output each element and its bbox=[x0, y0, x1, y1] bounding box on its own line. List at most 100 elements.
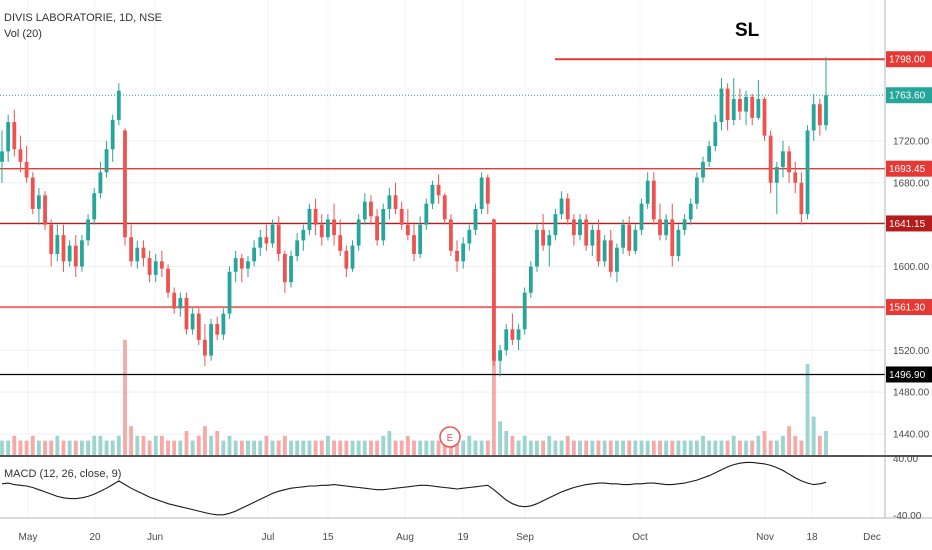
volume-bar bbox=[559, 440, 564, 455]
x-tick-label: Aug bbox=[396, 532, 414, 543]
candle-body bbox=[369, 201, 373, 217]
level-label-bg bbox=[886, 366, 932, 383]
candle-body bbox=[61, 235, 66, 262]
volume-bar bbox=[621, 440, 625, 455]
candle-body bbox=[276, 224, 281, 254]
macd-label: MACD (12, 26, close, 9) bbox=[4, 468, 121, 480]
volume-bar bbox=[92, 435, 97, 455]
macd-line bbox=[1, 461, 827, 516]
macd-pane bbox=[1, 461, 827, 516]
volume-bar bbox=[676, 440, 681, 455]
candle-body bbox=[633, 229, 638, 251]
volume-bar bbox=[442, 440, 447, 455]
volume-bar bbox=[239, 440, 244, 455]
candle-body bbox=[756, 99, 761, 118]
volume-bar bbox=[295, 440, 300, 455]
volume-bar bbox=[651, 440, 656, 455]
volume-bar bbox=[436, 440, 441, 455]
volume-bar bbox=[565, 435, 570, 455]
candle-body bbox=[781, 151, 785, 168]
volume-bar bbox=[473, 440, 478, 455]
level-label: 1496.90 bbox=[889, 370, 926, 381]
volume-bar bbox=[49, 440, 54, 455]
candle-body bbox=[621, 224, 625, 248]
volume-bar bbox=[492, 354, 496, 455]
volume-bar bbox=[811, 416, 816, 455]
x-tick-label: 15 bbox=[322, 532, 334, 543]
volume-bar bbox=[787, 426, 792, 455]
macd-tick-label: -40.00 bbox=[893, 511, 922, 522]
candle-body bbox=[270, 224, 275, 244]
volume-bar bbox=[301, 440, 306, 455]
volume-bar bbox=[190, 440, 195, 455]
candle-body bbox=[375, 216, 380, 241]
symbol-title: DIVIS LABORATORIE, 1D, NSE bbox=[4, 12, 162, 24]
volume-bar bbox=[30, 435, 35, 455]
candle-body bbox=[49, 224, 54, 254]
candle-body bbox=[467, 229, 472, 244]
candle-body bbox=[55, 235, 60, 254]
volume-bar bbox=[701, 435, 705, 455]
candle-body bbox=[682, 219, 687, 230]
candle-body bbox=[153, 261, 158, 275]
candle-body bbox=[393, 195, 398, 209]
candle-body bbox=[0, 151, 4, 162]
volume-bar bbox=[184, 431, 189, 455]
earnings-marker[interactable]: E bbox=[439, 426, 461, 448]
earnings-circle[interactable] bbox=[439, 426, 461, 448]
volume-bar bbox=[153, 435, 158, 455]
x-tick-label: Dec bbox=[863, 532, 881, 543]
volume-bar bbox=[682, 440, 687, 455]
volume-bar bbox=[67, 440, 72, 455]
volume-bar bbox=[387, 431, 392, 455]
volume-bar bbox=[135, 435, 140, 455]
candle-body bbox=[172, 292, 177, 309]
volume-bar bbox=[762, 431, 767, 455]
candle-body bbox=[399, 208, 404, 225]
candle-body bbox=[627, 224, 632, 251]
volume-bar bbox=[289, 440, 293, 455]
volume-bar bbox=[399, 440, 404, 455]
candle-body bbox=[196, 313, 201, 340]
volume-bar bbox=[571, 440, 576, 455]
candle-body bbox=[559, 198, 564, 215]
volume-bar bbox=[608, 440, 613, 455]
candle-body bbox=[510, 329, 515, 340]
volume-bar bbox=[332, 440, 336, 455]
volume-bar bbox=[535, 440, 539, 455]
candle-body bbox=[448, 219, 453, 251]
volume-bar bbox=[141, 435, 146, 455]
x-tick-label: Jun bbox=[147, 532, 163, 543]
volume-bar bbox=[405, 435, 410, 455]
candle-body bbox=[313, 208, 318, 225]
candle-body bbox=[184, 297, 189, 330]
volume-bar bbox=[159, 435, 164, 455]
x-tick-label: 20 bbox=[89, 532, 101, 543]
candle-body bbox=[116, 90, 121, 120]
volume-bar bbox=[664, 440, 669, 455]
volume-bar bbox=[338, 440, 343, 455]
candle-body bbox=[528, 266, 533, 293]
level-label-bg bbox=[886, 299, 932, 316]
volume-bar bbox=[258, 440, 263, 455]
candles bbox=[0, 57, 828, 377]
candle-body bbox=[12, 122, 17, 150]
volume-bar bbox=[805, 363, 810, 455]
volume-bar bbox=[73, 440, 78, 455]
candle-body bbox=[332, 219, 336, 236]
candle-body bbox=[166, 268, 170, 293]
candle-body bbox=[664, 219, 669, 236]
volume-bar bbox=[393, 440, 398, 455]
volume-bar bbox=[86, 440, 90, 455]
candle-body bbox=[688, 203, 693, 220]
volume-bar bbox=[110, 440, 115, 455]
candle-body bbox=[658, 219, 662, 236]
volume-bar bbox=[744, 440, 748, 455]
volume-bar bbox=[774, 440, 779, 455]
candle-body bbox=[535, 229, 539, 267]
volume-bar bbox=[688, 440, 693, 455]
candle-body bbox=[289, 256, 293, 283]
candle-body bbox=[787, 151, 792, 173]
level-label: 1693.45 bbox=[889, 164, 926, 175]
